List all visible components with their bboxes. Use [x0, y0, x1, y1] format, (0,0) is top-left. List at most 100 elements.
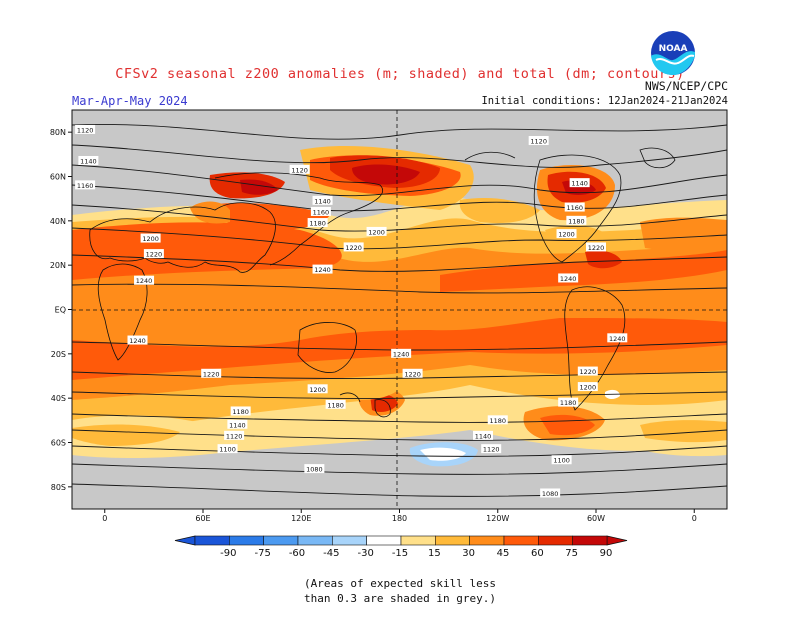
contour-label: 1120 — [481, 444, 502, 454]
svg-text:1160: 1160 — [77, 182, 94, 190]
lon-tick-label: 60E — [195, 514, 210, 523]
colorbar-tick-label: 30 — [462, 548, 475, 559]
lat-tick-label: 40S — [51, 394, 66, 403]
colorbar-arrow-high — [606, 535, 628, 546]
contour-label: 1200 — [556, 229, 577, 239]
contour-label: 1180 — [325, 399, 346, 409]
svg-text:1140: 1140 — [229, 421, 246, 429]
svg-text:1200: 1200 — [580, 384, 597, 392]
longitude-axis: 0 60E 120E 180 120W 60W 0 — [102, 509, 697, 523]
lat-tick-label: 80N — [50, 128, 66, 137]
lon-tick-label: 0 — [102, 514, 107, 523]
svg-text:1180: 1180 — [568, 217, 585, 225]
svg-text:1180: 1180 — [232, 408, 249, 416]
initial-conditions: Initial conditions: 12Jan2024-21Jan2024 — [481, 95, 728, 107]
svg-text:1080: 1080 — [542, 490, 559, 498]
svg-text:1120: 1120 — [530, 138, 547, 146]
anomaly-shading — [72, 145, 727, 467]
colorbar-swatch — [263, 535, 299, 546]
svg-text:1240: 1240 — [609, 335, 626, 343]
colorbar-swatch — [469, 535, 505, 546]
colorbar-tick-label: 60 — [531, 548, 544, 559]
svg-text:1120: 1120 — [77, 126, 94, 134]
svg-text:1140: 1140 — [80, 157, 97, 165]
colorbar-tick-label: -60 — [289, 548, 305, 559]
svg-text:1220: 1220 — [146, 251, 163, 259]
contour-label: 1140 — [227, 419, 248, 429]
map-area: 1120114011601120114011601180120012201240… — [72, 110, 727, 509]
contour-label: 1240 — [391, 348, 412, 358]
svg-text:1200: 1200 — [368, 228, 385, 236]
colorbar-swatch — [435, 535, 470, 546]
contour-label: 1120 — [289, 164, 310, 174]
lon-tick-label: 0 — [692, 514, 697, 523]
contour-label: 1200 — [140, 233, 161, 243]
contour-label: 1160 — [310, 206, 331, 216]
svg-text:1220: 1220 — [404, 370, 421, 378]
lat-tick-label: 20N — [50, 261, 66, 270]
colorbar-tick-label: -75 — [254, 548, 270, 559]
contour-label: 1100 — [551, 455, 572, 465]
svg-text:1240: 1240 — [129, 337, 146, 345]
svg-text:1140: 1140 — [314, 197, 331, 205]
contour-label: 1240 — [127, 335, 148, 345]
contour-label: 1220 — [586, 242, 606, 252]
svg-text:1100: 1100 — [219, 446, 236, 454]
contour-label: 1180 — [558, 397, 579, 407]
svg-text:1200: 1200 — [558, 231, 575, 239]
svg-text:1180: 1180 — [489, 417, 506, 425]
contour-label: 1180 — [230, 406, 251, 416]
contour-label: 1080 — [540, 488, 561, 498]
contour-label: 1200 — [307, 384, 328, 394]
latitude-axis: 80N 60N 40N 20N EQ 20S 40S 60S 80S — [50, 128, 72, 492]
lon-tick-label: 120E — [291, 514, 311, 523]
contour-label: 1120 — [75, 124, 96, 134]
contour-label: 1240 — [607, 333, 628, 343]
contour-label: 1100 — [217, 444, 238, 454]
reference-lines — [72, 110, 727, 509]
contour-label: 1220 — [201, 368, 222, 378]
contour-label: 1240 — [312, 264, 333, 274]
lon-tick-label: 180 — [392, 514, 407, 523]
footnote-line-1: (Areas of expected skill less — [303, 577, 497, 590]
colorbar-swatch — [332, 535, 367, 546]
contour-label: 1140 — [569, 178, 590, 188]
svg-text:1220: 1220 — [345, 244, 362, 252]
contour-label: 1080 — [304, 464, 325, 474]
height-contours — [72, 124, 727, 497]
svg-text:1180: 1180 — [560, 399, 577, 407]
lon-tick-label: 60W — [587, 514, 605, 523]
svg-text:1120: 1120 — [291, 166, 308, 174]
figure-title: CFSv2 seasonal z200 anomalies (m; shaded… — [115, 66, 685, 82]
colorbar-tick-label: 90 — [600, 548, 613, 559]
colorbar-tick-label: -45 — [323, 548, 339, 559]
colorbar-swatch — [572, 535, 608, 546]
coastlines — [89, 147, 676, 418]
contour-label: 1180 — [566, 215, 587, 225]
noaa-logo: NOAA — [651, 31, 695, 75]
colorbar-swatch — [194, 535, 230, 546]
colorbar-tick-label: -90 — [220, 548, 236, 559]
contour-label: 1220 — [143, 249, 164, 259]
contour-label: 1120 — [224, 430, 245, 440]
colorbar-tick-label: -30 — [357, 548, 373, 559]
colorbar-tick-label: -15 — [392, 548, 408, 559]
svg-text:1140: 1140 — [475, 432, 492, 440]
contour-label: 1140 — [473, 430, 494, 440]
colorbar-swatch — [297, 535, 333, 546]
svg-text:1220: 1220 — [588, 244, 605, 252]
svg-text:1080: 1080 — [306, 466, 323, 474]
svg-text:1180: 1180 — [327, 401, 344, 409]
svg-text:1220: 1220 — [203, 370, 220, 378]
svg-text:1120: 1120 — [226, 432, 243, 440]
svg-text:1220: 1220 — [580, 368, 597, 376]
colorbar: -90 -75 -60 -45 -30 -15 15 30 45 60 75 90 — [174, 535, 628, 559]
contour-label: 1160 — [564, 202, 585, 212]
svg-text:1240: 1240 — [560, 275, 577, 283]
svg-text:1140: 1140 — [571, 180, 588, 188]
colorbar-tick-label: 45 — [497, 548, 510, 559]
forecast-period: Mar-Apr-May 2024 — [72, 94, 188, 108]
colorbar-swatch — [366, 535, 402, 546]
colorbar-swatch — [400, 535, 436, 546]
